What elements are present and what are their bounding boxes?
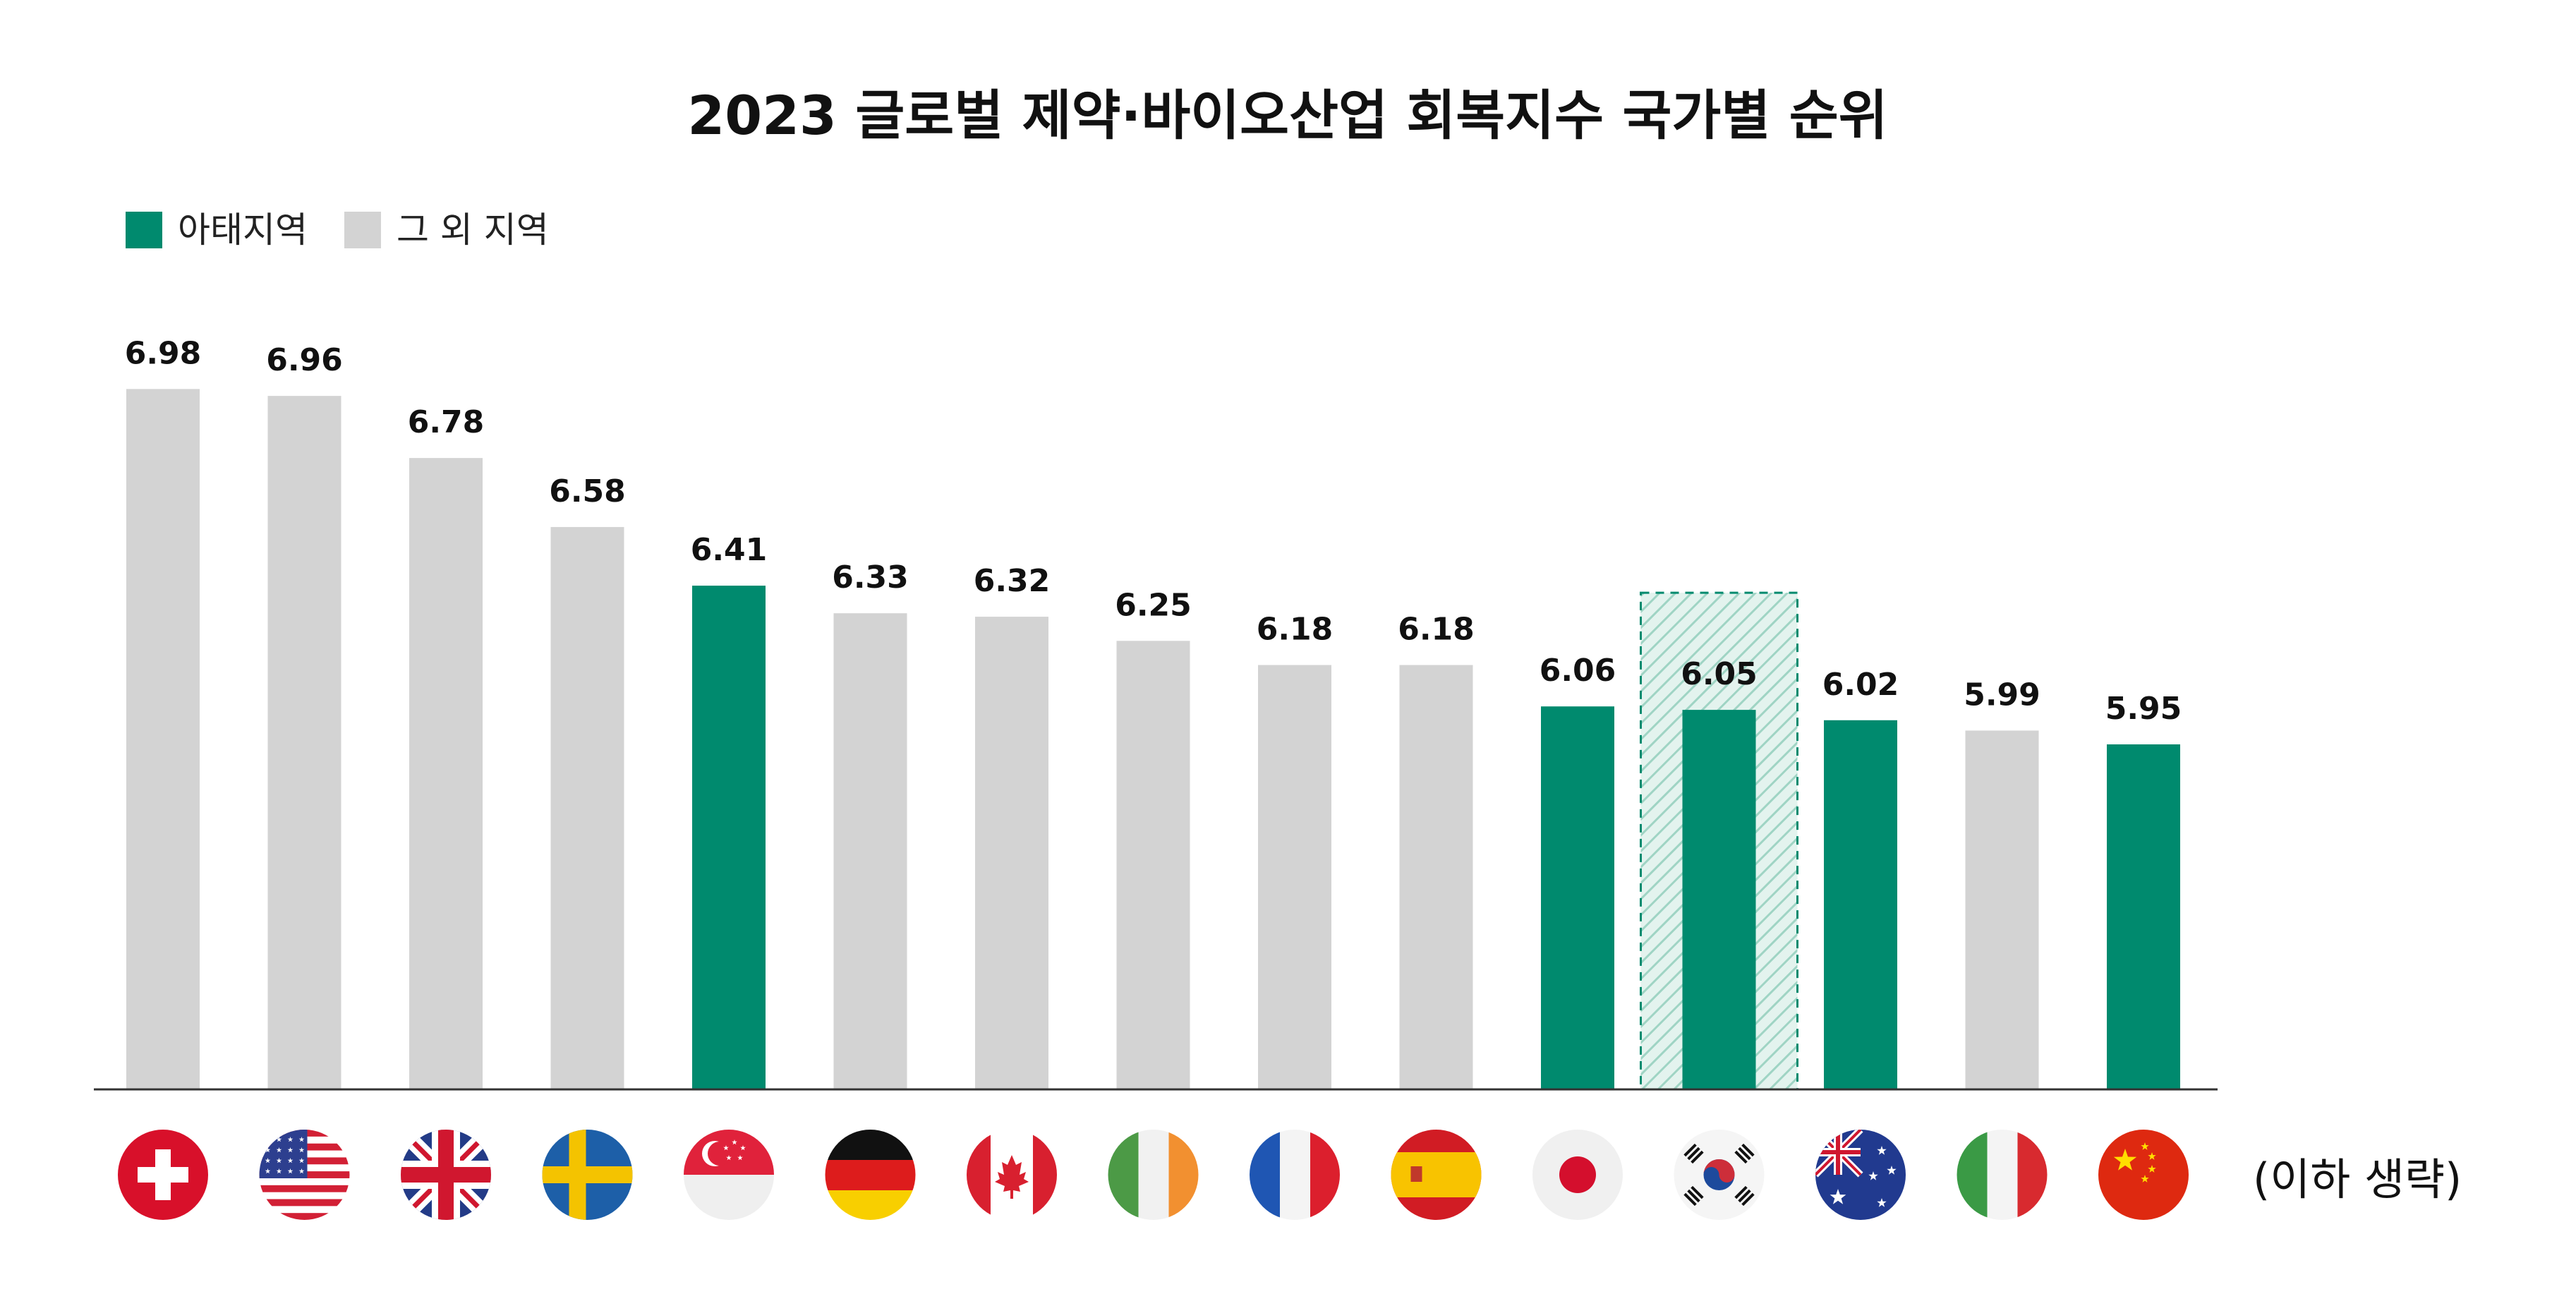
bar-canada [975, 617, 1048, 1089]
bar-korea [1682, 710, 1756, 1089]
value-label-france: 6.18 [1257, 612, 1334, 648]
germany-flag-icon [825, 1130, 916, 1220]
chart-title: 2023 글로벌 제약·바이오산업 회복지수 국가별 순위 [687, 84, 1887, 147]
value-label-germany: 6.33 [832, 560, 909, 595]
bar-spain [1399, 665, 1473, 1089]
value-label-italy: 5.99 [1964, 677, 2040, 713]
bar-ireland [1116, 641, 1190, 1089]
value-label-usa: 6.96 [266, 342, 343, 378]
bar-china [2107, 744, 2180, 1089]
value-label-switzerland: 6.98 [125, 335, 202, 371]
usa-flag-icon [259, 1130, 350, 1220]
bars [126, 389, 2180, 1089]
legend-swatch-other [344, 212, 381, 248]
bar-australia [1824, 720, 1897, 1089]
bar-uk [409, 458, 483, 1089]
korea-flag-icon [1674, 1130, 1765, 1220]
singapore-flag-icon [684, 1130, 774, 1220]
bar-switzerland [126, 389, 200, 1089]
value-label-spain: 6.18 [1398, 612, 1475, 648]
value-label-canada: 6.32 [974, 563, 1051, 599]
japan-flag-icon [1532, 1130, 1623, 1220]
value-label-uk: 6.78 [408, 404, 485, 440]
value-label-korea: 6.05 [1681, 656, 1758, 692]
china-flag-icon [2098, 1130, 2189, 1220]
italy-flag-icon [1957, 1130, 2048, 1220]
bar-singapore [692, 586, 766, 1089]
switzerland-flag-icon [118, 1130, 208, 1220]
omitted-note: (이하 생략) [2253, 1154, 2462, 1205]
value-label-ireland: 6.25 [1115, 587, 1192, 623]
bar-japan [1541, 706, 1614, 1089]
bar-sweden [550, 526, 624, 1089]
value-label-sweden: 6.58 [549, 473, 626, 509]
legend: 아태지역 그 외 지역 [126, 210, 549, 250]
bar-usa [267, 396, 341, 1089]
x-axis-flags [118, 1130, 2189, 1220]
value-label-china: 5.95 [2105, 691, 2182, 727]
value-label-australia: 6.02 [1822, 667, 1899, 703]
sweden-flag-icon [542, 1130, 633, 1220]
bar-germany [833, 613, 907, 1089]
value-labels: 6.98 6.96 6.78 6.58 6.41 6.33 6.32 6.25 6.18 6.18… [125, 335, 2182, 727]
legend-label-apac: 아태지역 [178, 210, 308, 250]
ireland-flag-icon [1108, 1130, 1199, 1220]
bar-italy [1965, 730, 2039, 1089]
canada-flag-icon [967, 1130, 1057, 1220]
value-label-singapore: 6.41 [691, 532, 768, 568]
legend-swatch-apac [126, 212, 162, 248]
bar-france [1258, 665, 1331, 1089]
uk-flag-icon [401, 1130, 491, 1220]
spain-flag-icon [1391, 1130, 1482, 1220]
value-label-japan: 6.06 [1540, 653, 1616, 689]
france-flag-icon [1250, 1130, 1340, 1220]
australia-flag-icon [1815, 1130, 1906, 1220]
legend-label-other: 그 외 지역 [397, 210, 549, 250]
